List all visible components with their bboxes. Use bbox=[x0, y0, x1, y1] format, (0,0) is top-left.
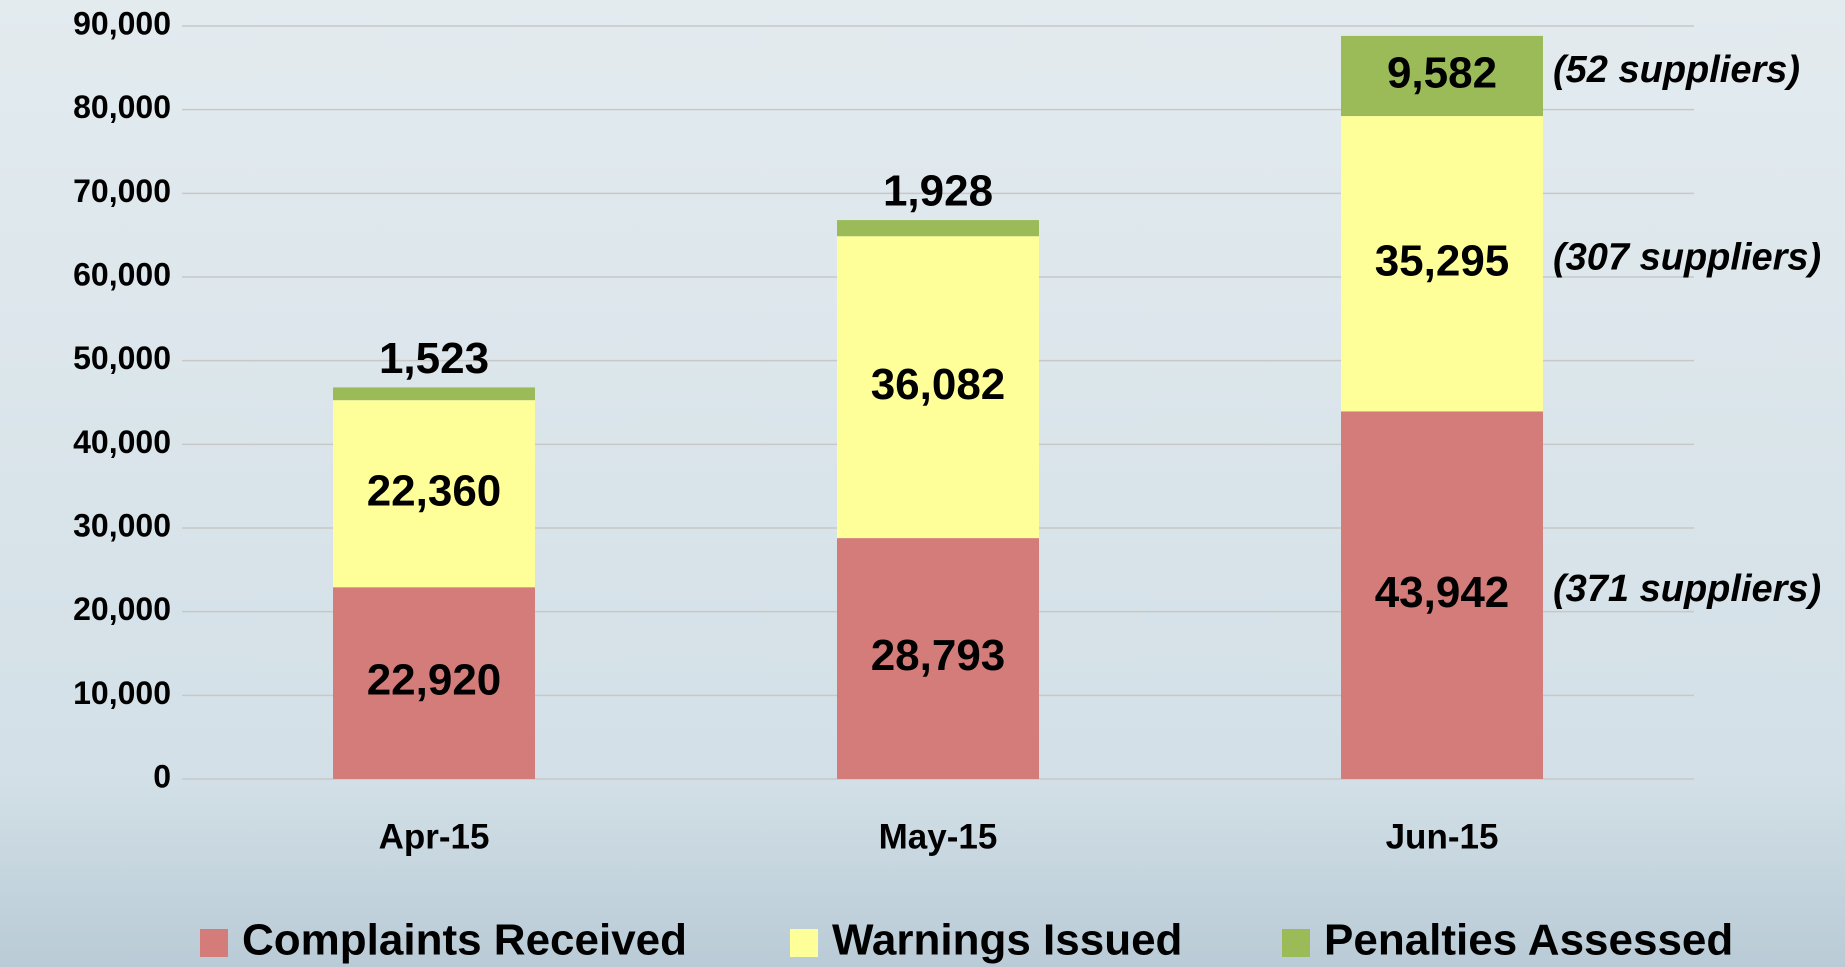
x-tick-label: May-15 bbox=[879, 817, 998, 856]
bar-segment bbox=[333, 387, 535, 401]
value-label: 35,295 bbox=[1375, 236, 1510, 285]
bar-segment bbox=[837, 538, 1039, 779]
value-label: 36,082 bbox=[871, 360, 1006, 409]
y-tick-label: 90,000 bbox=[73, 5, 171, 41]
legend-label: Warnings Issued bbox=[832, 916, 1182, 965]
bar-segment bbox=[1341, 411, 1543, 779]
value-label: 43,942 bbox=[1375, 568, 1510, 617]
x-tick-label: Jun-15 bbox=[1386, 817, 1499, 856]
annotation: (52 suppliers) bbox=[1553, 49, 1800, 91]
y-tick-label: 80,000 bbox=[73, 89, 171, 125]
y-tick-label: 50,000 bbox=[73, 340, 171, 376]
annotation: (371 suppliers) bbox=[1553, 568, 1821, 610]
bar-segment bbox=[1341, 116, 1543, 412]
bar-segment bbox=[333, 400, 535, 588]
y-tick-label: 30,000 bbox=[73, 507, 171, 543]
x-tick-label: Apr-15 bbox=[379, 817, 490, 856]
bar-segment bbox=[333, 587, 535, 779]
bar-segment bbox=[837, 236, 1039, 539]
y-tick-label: 70,000 bbox=[73, 173, 171, 209]
bar-segment bbox=[837, 220, 1039, 237]
value-label: 1,928 bbox=[883, 167, 993, 216]
value-label: 22,360 bbox=[367, 466, 502, 515]
legend-swatch bbox=[1282, 929, 1310, 957]
y-tick-label: 10,000 bbox=[73, 675, 171, 711]
y-tick-label: 60,000 bbox=[73, 256, 171, 292]
legend-swatch bbox=[200, 929, 228, 957]
legend-swatch bbox=[790, 929, 818, 957]
bar-segment bbox=[1341, 35, 1543, 117]
annotation: (307 suppliers) bbox=[1553, 237, 1821, 279]
value-label: 28,793 bbox=[871, 631, 1006, 680]
y-tick-label: 0 bbox=[153, 758, 171, 794]
value-label: 9,582 bbox=[1387, 49, 1497, 98]
value-label: 22,920 bbox=[367, 656, 502, 705]
legend-label: Complaints Received bbox=[242, 916, 687, 965]
value-label: 1,523 bbox=[379, 334, 489, 383]
y-tick-label: 40,000 bbox=[73, 424, 171, 460]
y-tick-label: 20,000 bbox=[73, 591, 171, 627]
legend-label: Penalties Assessed bbox=[1324, 916, 1733, 965]
